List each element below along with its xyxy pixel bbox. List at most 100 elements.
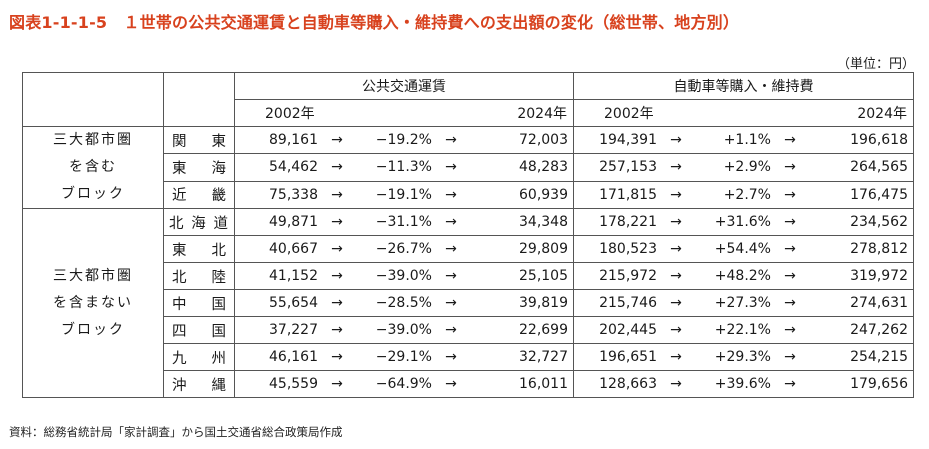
- value-2024: 278,812: [850, 241, 908, 257]
- arrow-icon: →: [784, 241, 796, 257]
- car-costs-cell: 171,815 → +2.7% → 176,475: [573, 180, 914, 210]
- change-rate: +39.6%: [714, 376, 771, 392]
- public-transport-cell: 55,654 → −28.5% → 39,819: [234, 289, 574, 317]
- public-transport-cell: 49,871 → −31.1% → 34,348: [234, 208, 574, 236]
- change-rate: +29.3%: [714, 349, 771, 365]
- arrow-icon: →: [331, 295, 343, 311]
- change-rate: +22.1%: [714, 322, 771, 338]
- arrow-icon: →: [445, 322, 457, 338]
- value-2002: 171,815: [599, 186, 657, 203]
- value-2024: 179,656: [850, 376, 908, 392]
- arrow-icon: →: [784, 159, 796, 176]
- value-2024: 319,972: [850, 268, 908, 284]
- header-row-category: 公共交通運賃 自動車等購入・維持費: [22, 72, 914, 127]
- value-2002: 54,462: [269, 159, 318, 176]
- header-row-years: 2002年 2024年 2002年 2024年: [23, 99, 914, 127]
- change-rate: +31.6%: [714, 214, 771, 230]
- arrow-icon: →: [445, 268, 457, 284]
- arrow-icon: →: [445, 295, 457, 311]
- arrow-icon: →: [331, 376, 343, 392]
- group-label-with-metro: 三大都市圏 を含む ブロック: [22, 126, 164, 209]
- change-rate: −11.3%: [375, 159, 432, 176]
- value-2002: 41,152: [269, 268, 318, 284]
- change-rate: −26.7%: [375, 241, 432, 257]
- header-car-costs: 自動車等購入・維持費: [573, 72, 914, 100]
- arrow-icon: →: [784, 186, 796, 203]
- year-to-label: 2024年: [857, 106, 907, 122]
- change-rate: +54.4%: [714, 241, 771, 257]
- value-2024: 196,618: [850, 132, 908, 149]
- value-2024: 60,939: [519, 186, 568, 203]
- table-row: 近 畿 75,338 → −19.1% → 60,939 171,815 → +2.7% → 176…: [23, 180, 914, 210]
- arrow-icon: →: [331, 241, 343, 257]
- arrow-icon: →: [331, 132, 343, 149]
- table-row: 四 国 37,227 → −39.0% → 22,699 202,445 → +22.1% → 24…: [23, 316, 914, 344]
- year-from-label: 2002年: [604, 106, 654, 122]
- value-2024: 48,283: [519, 159, 568, 176]
- value-2024: 34,348: [519, 214, 568, 230]
- change-rate: −39.0%: [375, 322, 432, 338]
- table-body: 三大都市圏 を含む ブロック関 東 89,161 → −19.2% → 72,003 194,3…: [22, 125, 914, 398]
- arrow-icon: →: [784, 268, 796, 284]
- public-transport-cell: 37,227 → −39.0% → 22,699: [234, 316, 574, 344]
- arrow-icon: →: [784, 322, 796, 338]
- public-transport-cell: 41,152 → −39.0% → 25,105: [234, 262, 574, 290]
- table-row: 中 国 55,654 → −28.5% → 39,819 215,746 → +27.3% → 27…: [23, 289, 914, 317]
- value-2024: 25,105: [519, 268, 568, 284]
- value-2024: 254,215: [850, 349, 908, 365]
- value-2024: 264,565: [850, 159, 908, 176]
- expenditure-table: 公共交通運賃 自動車等購入・維持費 2002年 2024年 2002年 2024…: [22, 72, 914, 398]
- value-2002: 40,667: [269, 241, 318, 257]
- arrow-icon: →: [784, 295, 796, 311]
- arrow-icon: →: [670, 159, 682, 176]
- value-2024: 39,819: [519, 295, 568, 311]
- value-2002: 37,227: [269, 322, 318, 338]
- car-costs-cell: 194,391 → +1.1% → 196,618: [573, 125, 914, 155]
- change-rate: −64.9%: [375, 376, 432, 392]
- value-2002: 89,161: [269, 132, 318, 149]
- table-row: 北 陸 41,152 → −39.0% → 25,105 215,972 → +48.2% → 31…: [23, 262, 914, 290]
- region-cell: 四 国: [163, 316, 235, 344]
- value-2002: 215,972: [599, 268, 657, 284]
- region-cell: 九 州: [163, 343, 235, 371]
- table-row: 沖 縄 45,559 → −64.9% → 16,011 128,663 → +39.6% → 17…: [23, 370, 914, 398]
- arrow-icon: →: [784, 376, 796, 392]
- value-2002: 45,559: [269, 376, 318, 392]
- group-label-line: を含む: [69, 159, 117, 175]
- region-cell: 東 海: [163, 153, 235, 182]
- value-2024: 16,011: [519, 376, 568, 392]
- region-cell: 中 国: [163, 289, 235, 317]
- value-2002: 128,663: [599, 376, 657, 392]
- value-2024: 234,562: [850, 214, 908, 230]
- public-transport-cell: 46,161 → −29.1% → 32,727: [234, 343, 574, 371]
- header-public-years: 2002年 2024年: [234, 99, 574, 127]
- region-cell: 関 東: [163, 125, 235, 155]
- arrow-icon: →: [670, 241, 682, 257]
- change-rate: −28.5%: [375, 295, 432, 311]
- group-label-line: 三大都市圏: [53, 267, 133, 284]
- arrow-icon: →: [784, 132, 796, 149]
- value-2024: 274,631: [850, 295, 908, 311]
- arrow-icon: →: [445, 349, 457, 365]
- arrow-icon: →: [670, 349, 682, 365]
- change-rate: +2.9%: [723, 159, 771, 176]
- car-costs-cell: 215,746 → +27.3% → 274,631: [573, 289, 914, 317]
- change-rate: −39.0%: [375, 268, 432, 284]
- change-rate: −31.1%: [375, 214, 432, 230]
- unit-label: （単位：円）: [836, 57, 915, 72]
- value-2002: 180,523: [599, 241, 657, 257]
- value-2002: 215,746: [599, 295, 657, 311]
- change-rate: +48.2%: [714, 268, 771, 284]
- value-2002: 178,221: [599, 214, 657, 230]
- public-transport-cell: 54,462 → −11.3% → 48,283: [234, 153, 574, 182]
- arrow-icon: →: [670, 295, 682, 311]
- change-rate: −19.1%: [375, 186, 432, 203]
- value-2002: 46,161: [269, 349, 318, 365]
- arrow-icon: →: [670, 268, 682, 284]
- change-rate: −19.2%: [375, 132, 432, 149]
- value-2002: 194,391: [599, 132, 657, 149]
- year-to-label: 2024年: [517, 106, 567, 122]
- car-costs-cell: 196,651 → +29.3% → 254,215: [573, 343, 914, 371]
- arrow-icon: →: [670, 186, 682, 203]
- value-2002: 257,153: [599, 159, 657, 176]
